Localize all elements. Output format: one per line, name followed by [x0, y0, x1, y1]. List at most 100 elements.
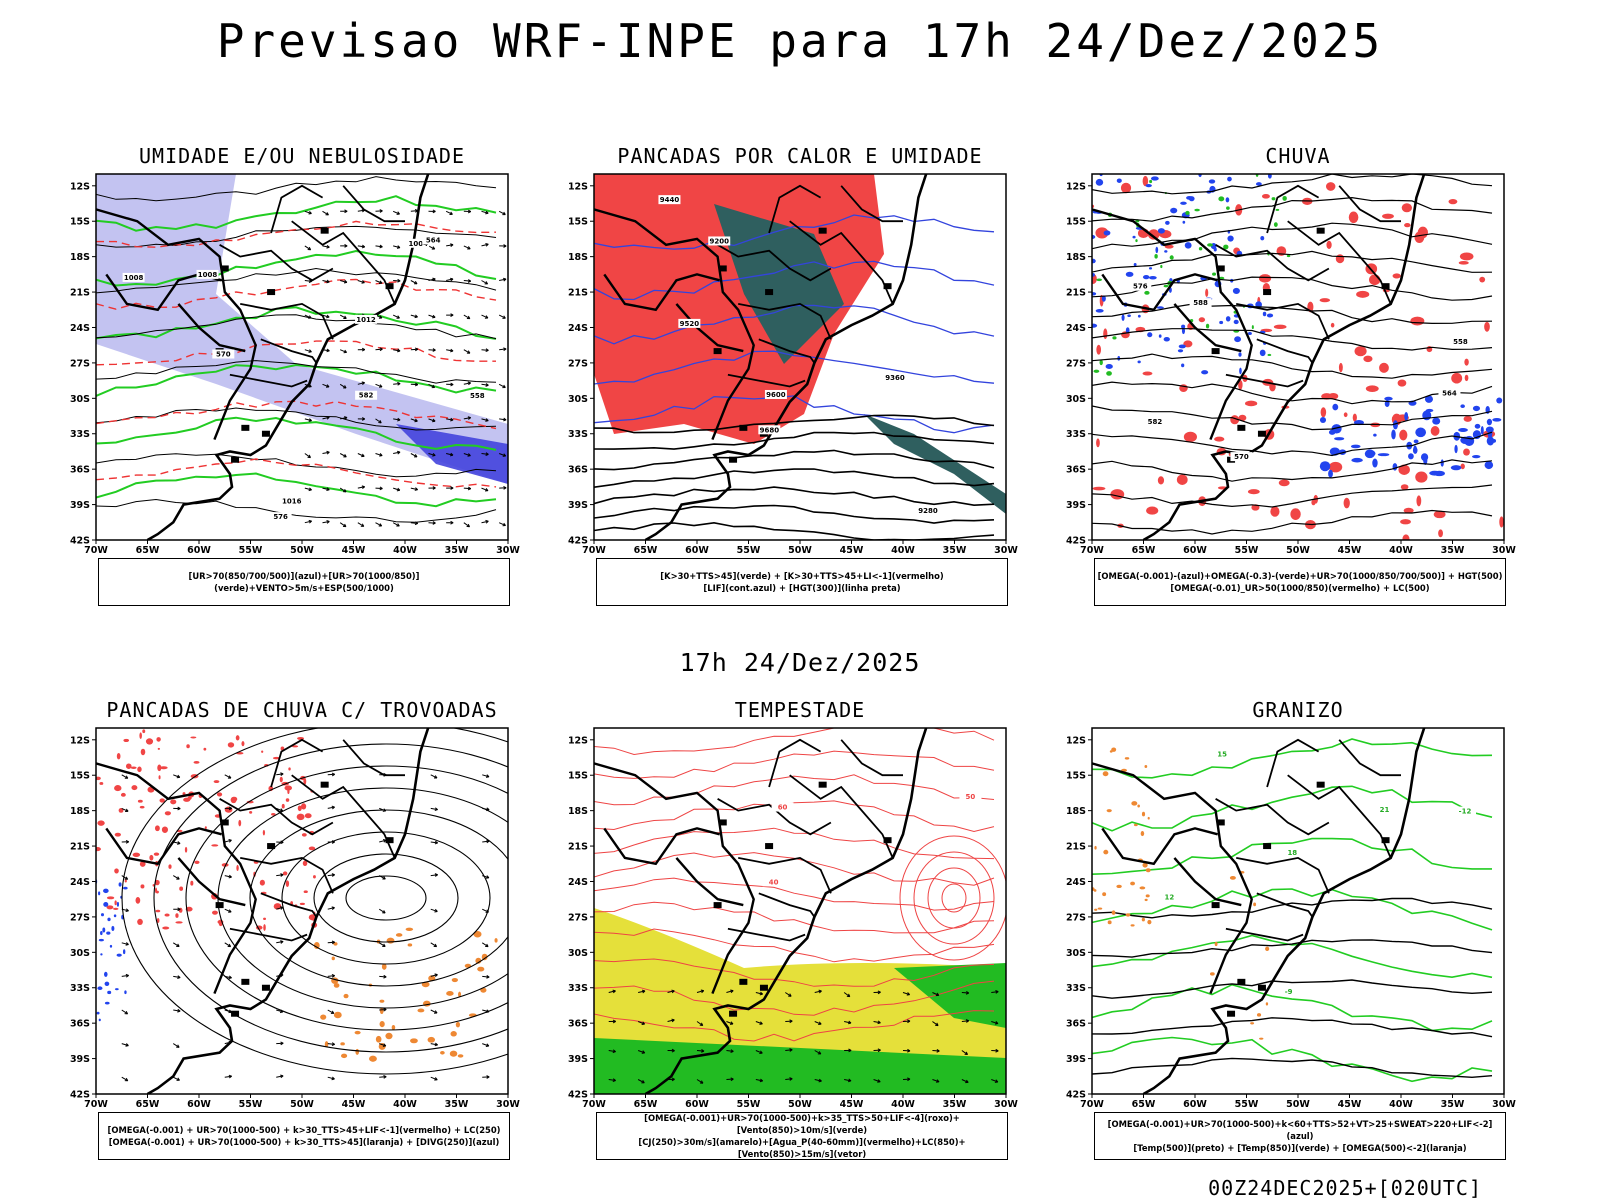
- wind-vector: [361, 485, 366, 490]
- contour-label-bg: [422, 235, 445, 245]
- lat-label: 39S: [568, 1054, 588, 1065]
- wind-vector: [755, 1021, 763, 1025]
- divergence-blue-patch: [123, 886, 128, 890]
- storm-red-patch: [259, 879, 265, 886]
- hgt300-contour: [594, 504, 995, 524]
- hgt500-contour: [1092, 276, 1493, 301]
- omega-orange-patch: [1145, 894, 1150, 898]
- omega-orange-patch: [1093, 889, 1097, 892]
- wind-vector: [431, 384, 436, 389]
- lon-label: 70W: [1080, 1099, 1104, 1110]
- omega-green-patch: [1218, 196, 1225, 202]
- storm-orange-patch: [481, 953, 488, 961]
- wind-vector: [873, 1079, 881, 1083]
- panel-legend: [OMEGA(-0.001)+UR>70(1000-500)+k<60+TTS>…: [1094, 1112, 1506, 1160]
- rain-red-patch: [1238, 380, 1243, 390]
- rain-red-patch: [1400, 484, 1409, 490]
- wind-vector: [785, 1078, 793, 1080]
- temp850-contour: [1092, 934, 1493, 979]
- wind-vector: [326, 279, 330, 284]
- omega-blue-patch: [1492, 417, 1502, 422]
- wind-vector: [466, 523, 471, 528]
- rain-red-patch: [1430, 426, 1440, 436]
- contour-label-bg: [407, 238, 430, 248]
- lon-label: 50W: [1286, 1099, 1310, 1110]
- lon-label: 70W: [582, 1099, 606, 1110]
- storm-red-patch: [302, 860, 308, 867]
- wind-vector: [375, 418, 382, 424]
- pressure-contour: [96, 498, 497, 523]
- lat-label: 21S: [70, 288, 90, 299]
- pressure-contour: [96, 407, 497, 431]
- omega-blue-patch: [1319, 461, 1331, 472]
- wind-vector: [414, 280, 418, 285]
- wind-vector: [755, 1079, 763, 1082]
- contour-label-bg: [1143, 416, 1166, 426]
- omega-blue-patch: [1384, 396, 1393, 401]
- divergence-blue-patch: [102, 927, 106, 933]
- omega-green-patch: [1271, 197, 1276, 201]
- streamline-arrow: [176, 1077, 180, 1081]
- storm-orange-patch: [477, 966, 485, 972]
- lat-label: 30S: [1066, 948, 1086, 959]
- rain-red-patch: [1338, 362, 1343, 373]
- contour-label-bg: [658, 195, 681, 205]
- rain-red-patch: [1448, 199, 1458, 205]
- omega-green-patch: [1154, 253, 1158, 259]
- lon-label: 55W: [737, 545, 761, 556]
- rain-red-patch: [1382, 213, 1394, 219]
- lat-label: 33S: [70, 983, 90, 994]
- storm-red-patch: [96, 776, 101, 781]
- lat-label: 27S: [1066, 912, 1086, 923]
- omega-blue-patch: [1458, 427, 1468, 432]
- wind-vector: [378, 419, 382, 424]
- humidity-green-contour: [96, 363, 497, 397]
- storm-red-patch: [152, 883, 155, 887]
- streamline-arrow: [379, 839, 387, 843]
- rain-red-patch: [1183, 431, 1197, 443]
- state-border: [260, 892, 318, 918]
- rain-red-patch: [1142, 175, 1149, 187]
- contour-label-bg: [708, 236, 731, 246]
- streamline-arrow: [482, 908, 489, 913]
- streamline-arrow: [276, 941, 284, 944]
- omega-blue-patch: [1238, 352, 1242, 357]
- contour-label: 15: [1217, 751, 1227, 759]
- rain-red-patch: [1147, 229, 1160, 240]
- wind-vector: [463, 382, 471, 385]
- map-content: 588 582 576 570 564 558: [1092, 174, 1504, 540]
- lake: [718, 265, 727, 272]
- omega-blue-patch: [1148, 267, 1153, 270]
- storm-orange-patch: [341, 1053, 348, 1059]
- lat-label: 42S: [70, 536, 90, 547]
- main-title: Previsao WRF-INPE para 17h 24/Dez/2025: [216, 14, 1384, 68]
- contour-label-bg: [1277, 987, 1300, 997]
- wind-vector: [431, 246, 436, 250]
- state-border: [1236, 856, 1330, 894]
- lon-label: 55W: [1235, 1099, 1259, 1110]
- rain-red-patch: [1433, 510, 1446, 519]
- wind-vector: [410, 314, 418, 318]
- storm-red-patch: [97, 820, 105, 826]
- wind-vector: [379, 347, 383, 352]
- streamline-arrow: [486, 839, 490, 844]
- omega-green-patch: [1267, 353, 1272, 357]
- lat-label: 12S: [70, 181, 90, 192]
- wind-vector: [432, 209, 436, 214]
- streamline-arrow: [331, 840, 335, 844]
- storm-red-patch: [203, 747, 207, 751]
- omega-blue-patch: [1219, 320, 1224, 325]
- hgt300-contour: [594, 414, 995, 434]
- storm-red-patch: [139, 732, 142, 739]
- omega-orange-patch: [1141, 917, 1145, 922]
- storm-red-patch: [285, 798, 290, 802]
- wind-vector: [428, 383, 435, 388]
- storm-red-patch: [161, 826, 168, 834]
- wind-vector: [326, 244, 330, 249]
- wind-vector: [965, 990, 970, 995]
- omega-orange-patch: [1111, 910, 1116, 915]
- omega-orange-patch: [1144, 898, 1148, 902]
- streamline-arrow: [228, 1074, 232, 1079]
- omega-blue-patch: [1372, 458, 1378, 468]
- omega-blue-patch: [1101, 295, 1106, 302]
